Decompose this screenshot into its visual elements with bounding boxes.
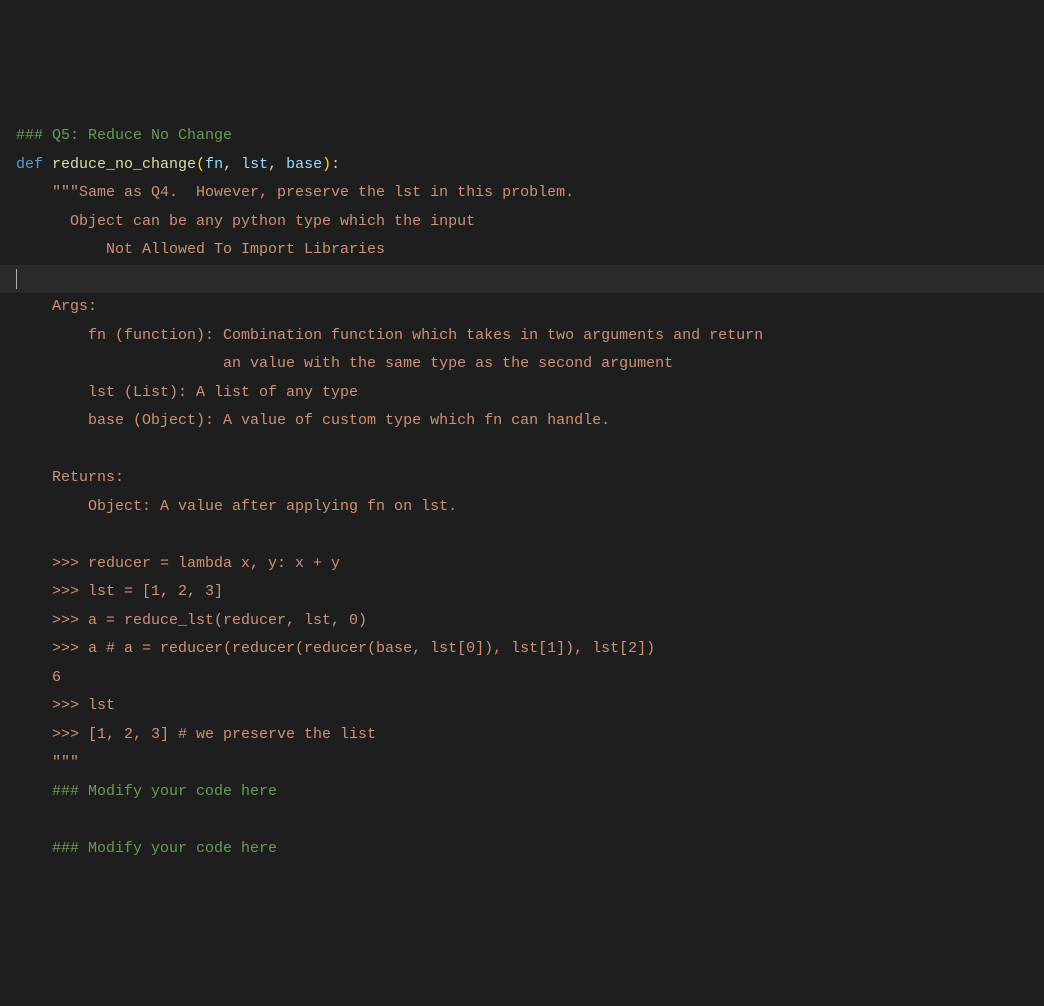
keyword-def: def — [16, 156, 43, 173]
code-line: ### Q5: Reduce No Change — [16, 122, 1028, 151]
comment-text: ### Modify your code here — [52, 840, 277, 857]
docstring-line: >>> a = reduce_lst(reducer, lst, 0) — [16, 607, 1028, 636]
docstring-line: """Same as Q4. However, preserve the lst… — [16, 179, 1028, 208]
docstring-line: Object can be any python type which the … — [16, 208, 1028, 237]
code-line — [16, 806, 1028, 835]
docstring-line: >>> reducer = lambda x, y: x + y — [16, 550, 1028, 579]
docstring-line — [16, 521, 1028, 550]
docstring-line: """ — [16, 749, 1028, 778]
code-line: ### Modify your code here — [16, 835, 1028, 864]
param-fn: fn — [205, 156, 223, 173]
comment-text: ### Q5: Reduce No Change — [16, 127, 232, 144]
docstring-line: 6 — [16, 664, 1028, 693]
docstring-line: an value with the same type as the secon… — [16, 350, 1028, 379]
docstring-line: base (Object): A value of custom type wh… — [16, 407, 1028, 436]
code-editor[interactable]: ### Q5: Reduce No Change def reduce_no_ch… — [16, 122, 1028, 863]
docstring-line: >>> a # a = reducer(reducer(reducer(base… — [16, 635, 1028, 664]
param-lst: lst — [241, 156, 268, 173]
docstring-line: >>> [1, 2, 3] # we preserve the list — [16, 721, 1028, 750]
code-line: ### Modify your code here — [16, 778, 1028, 807]
docstring-line: Object: A value after applying fn on lst… — [16, 493, 1028, 522]
docstring-line: lst (List): A list of any type — [16, 379, 1028, 408]
docstring-line: >>> lst — [16, 692, 1028, 721]
docstring-line — [16, 436, 1028, 465]
docstring-line: fn (function): Combination function whic… — [16, 322, 1028, 351]
current-line[interactable] — [0, 265, 1044, 294]
paren-open: ( — [196, 156, 205, 173]
code-line: def reduce_no_change(fn, lst, base): — [16, 151, 1028, 180]
docstring-line: Args: — [16, 293, 1028, 322]
docstring-line: Returns: — [16, 464, 1028, 493]
docstring-line: >>> lst = [1, 2, 3] — [16, 578, 1028, 607]
function-name: reduce_no_change — [52, 156, 196, 173]
text-cursor — [16, 269, 17, 289]
paren-close: ) — [322, 156, 331, 173]
comment-text: ### Modify your code here — [52, 783, 277, 800]
docstring-line: Not Allowed To Import Libraries — [16, 236, 1028, 265]
param-base: base — [286, 156, 322, 173]
